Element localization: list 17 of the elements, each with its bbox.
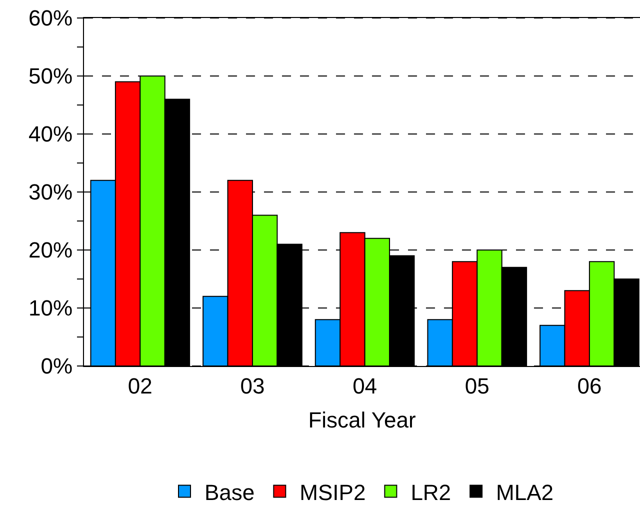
y-tick-label: 30%: [28, 180, 73, 205]
x-tick-label: 03: [240, 373, 265, 398]
legend-label: LR2: [410, 480, 452, 505]
legend-label: MLA2: [496, 480, 554, 505]
x-axis-title: Fiscal Year: [308, 407, 416, 432]
legend-label: MSIP2: [300, 480, 366, 505]
y-tick-label: 10%: [28, 296, 73, 321]
x-tick-label: 05: [464, 373, 490, 398]
y-tick-label: 60%: [28, 6, 73, 31]
x-tick-label: 02: [128, 373, 152, 398]
y-tick-label: 50%: [28, 64, 73, 89]
x-tick-label: 04: [352, 373, 378, 398]
y-tick-label: 40%: [28, 122, 73, 147]
y-tick-label: 20%: [28, 238, 73, 263]
legend-label: Base: [204, 480, 255, 505]
x-tick-label: 06: [577, 373, 602, 398]
y-tick-label: 0%: [40, 354, 73, 379]
